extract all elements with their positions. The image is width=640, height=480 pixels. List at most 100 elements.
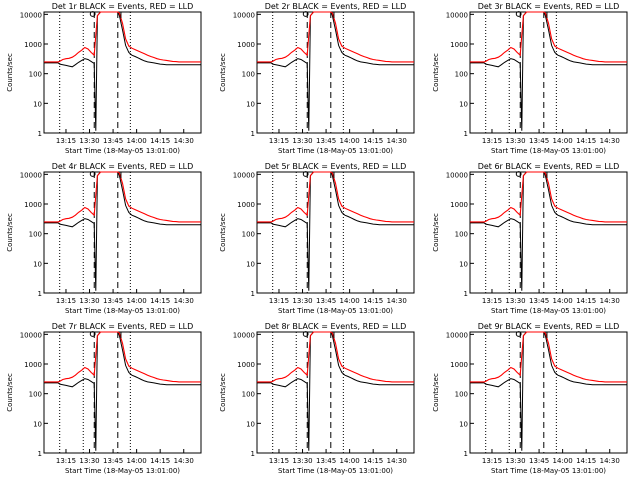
- y-axis-label: Counts/sec: [6, 373, 14, 412]
- series-line-lld: [470, 171, 627, 223]
- x-tick-label: 13:15: [482, 457, 502, 465]
- x-tick-label: 14:00: [340, 137, 360, 145]
- y-tick-label: 10000: [233, 11, 255, 19]
- x-tick-label: 14:15: [150, 457, 170, 465]
- top-marker-circle: [302, 331, 309, 337]
- y-tick-label: 10000: [446, 11, 468, 19]
- x-tick-label: 13:30: [79, 297, 99, 305]
- y-tick-label: 1000: [237, 201, 255, 209]
- y-tick-label: 10000: [20, 171, 42, 179]
- y-tick-label: 10000: [20, 331, 42, 339]
- x-tick-label: 13:45: [529, 457, 549, 465]
- detector-panel-6: Det 6r BLACK = Events, RED = LLD 1 10 100 10…: [432, 162, 628, 315]
- y-tick-label: 1: [38, 450, 42, 458]
- x-tick-label: 14:30: [387, 457, 407, 465]
- y-tick-label: 1: [251, 130, 255, 138]
- y-axis-label: Counts/sec: [219, 213, 227, 252]
- x-tick-label: 13:15: [482, 297, 502, 305]
- x-tick-label: 13:15: [56, 297, 76, 305]
- x-axis-label: Start Time (18-May-05 13:01:00): [278, 467, 393, 475]
- chart-title: Det 2r BLACK = Events, RED = LLD: [265, 2, 407, 11]
- chart-title: Det 7r BLACK = Events, RED = LLD: [52, 322, 194, 331]
- y-tick-label: 1: [464, 450, 468, 458]
- x-tick-label: 14:00: [340, 297, 360, 305]
- x-tick-label: 14:30: [600, 297, 620, 305]
- x-axis-label: Start Time (18-May-05 13:01:00): [491, 467, 606, 475]
- top-marker-circle: [515, 171, 522, 177]
- x-tick-label: 13:30: [505, 137, 525, 145]
- y-tick-label: 10: [33, 100, 42, 108]
- chart-title: Det 9r BLACK = Events, RED = LLD: [478, 322, 620, 331]
- y-axis-label: Counts/sec: [432, 373, 440, 412]
- y-tick-label: 100: [242, 391, 255, 399]
- y-tick-label: 1000: [24, 201, 42, 209]
- y-tick-label: 100: [455, 231, 468, 239]
- y-tick-label: 10000: [233, 171, 255, 179]
- y-tick-label: 1000: [450, 201, 468, 209]
- y-tick-label: 10: [459, 260, 468, 268]
- top-marker-circle: [515, 11, 522, 17]
- y-axis-label: Counts/sec: [432, 53, 440, 92]
- detector-panel-4: Det 4r BLACK = Events, RED = LLD 1 10 100 10…: [6, 162, 202, 315]
- y-tick-label: 100: [455, 71, 468, 79]
- x-tick-label: 14:15: [576, 457, 596, 465]
- y-tick-label: 1: [38, 130, 42, 138]
- y-tick-label: 1000: [237, 361, 255, 369]
- x-axis-label: Start Time (18-May-05 13:01:00): [65, 307, 180, 315]
- y-tick-label: 10000: [233, 331, 255, 339]
- y-tick-label: 10: [33, 420, 42, 428]
- top-marker-bracket: [120, 171, 126, 178]
- x-tick-label: 13:45: [316, 137, 336, 145]
- chart-title: Det 8r BLACK = Events, RED = LLD: [265, 322, 407, 331]
- y-tick-label: 10: [246, 420, 255, 428]
- x-tick-label: 14:15: [150, 137, 170, 145]
- x-tick-label: 14:00: [553, 457, 573, 465]
- y-axis-label: Counts/sec: [432, 213, 440, 252]
- top-marker-circle: [302, 11, 309, 17]
- x-tick-label: 13:15: [56, 457, 76, 465]
- y-tick-label: 10: [246, 100, 255, 108]
- x-tick-label: 13:45: [103, 457, 123, 465]
- y-tick-label: 1000: [24, 41, 42, 49]
- x-tick-label: 13:45: [316, 457, 336, 465]
- x-tick-label: 13:15: [56, 137, 76, 145]
- x-tick-label: 13:15: [482, 137, 502, 145]
- x-tick-label: 13:30: [505, 297, 525, 305]
- series-line-lld: [470, 331, 627, 383]
- x-tick-label: 13:45: [529, 297, 549, 305]
- y-tick-label: 1: [464, 130, 468, 138]
- top-marker-bracket: [333, 171, 339, 178]
- detector-panel-8: Det 8r BLACK = Events, RED = LLD 1 10 100 10…: [219, 322, 415, 475]
- y-tick-label: 1: [464, 290, 468, 298]
- series-line-lld: [257, 331, 414, 383]
- top-marker-circle: [89, 331, 96, 337]
- x-tick-label: 14:00: [127, 297, 147, 305]
- x-tick-label: 14:30: [387, 297, 407, 305]
- x-tick-label: 14:00: [127, 137, 147, 145]
- y-tick-label: 10: [246, 260, 255, 268]
- top-marker-circle: [89, 11, 96, 17]
- series-line-lld: [470, 11, 627, 63]
- series-line-events: [257, 171, 414, 291]
- top-marker-bracket: [333, 331, 339, 338]
- series-line-events: [44, 331, 201, 451]
- x-tick-label: 14:00: [553, 137, 573, 145]
- y-tick-label: 1: [251, 450, 255, 458]
- chart-title: Det 3r BLACK = Events, RED = LLD: [478, 2, 620, 11]
- x-tick-label: 13:15: [269, 457, 289, 465]
- x-axis-label: Start Time (18-May-05 13:01:00): [65, 147, 180, 155]
- y-axis-label: Counts/sec: [6, 213, 14, 252]
- detector-panel-5: Det 5r BLACK = Events, RED = LLD 1 10 100 10…: [219, 162, 415, 315]
- series-line-events: [470, 11, 627, 131]
- x-tick-label: 14:15: [363, 457, 383, 465]
- top-marker-bracket: [333, 11, 339, 18]
- y-tick-label: 100: [29, 391, 42, 399]
- top-marker-bracket: [546, 331, 552, 338]
- x-tick-label: 14:30: [174, 297, 194, 305]
- y-tick-label: 10: [33, 260, 42, 268]
- series-line-events: [257, 331, 414, 451]
- top-marker-bracket: [120, 331, 126, 338]
- x-axis-label: Start Time (18-May-05 13:01:00): [65, 467, 180, 475]
- y-axis-label: Counts/sec: [219, 373, 227, 412]
- detector-panel-7: Det 7r BLACK = Events, RED = LLD 1 10 100 10…: [6, 322, 202, 475]
